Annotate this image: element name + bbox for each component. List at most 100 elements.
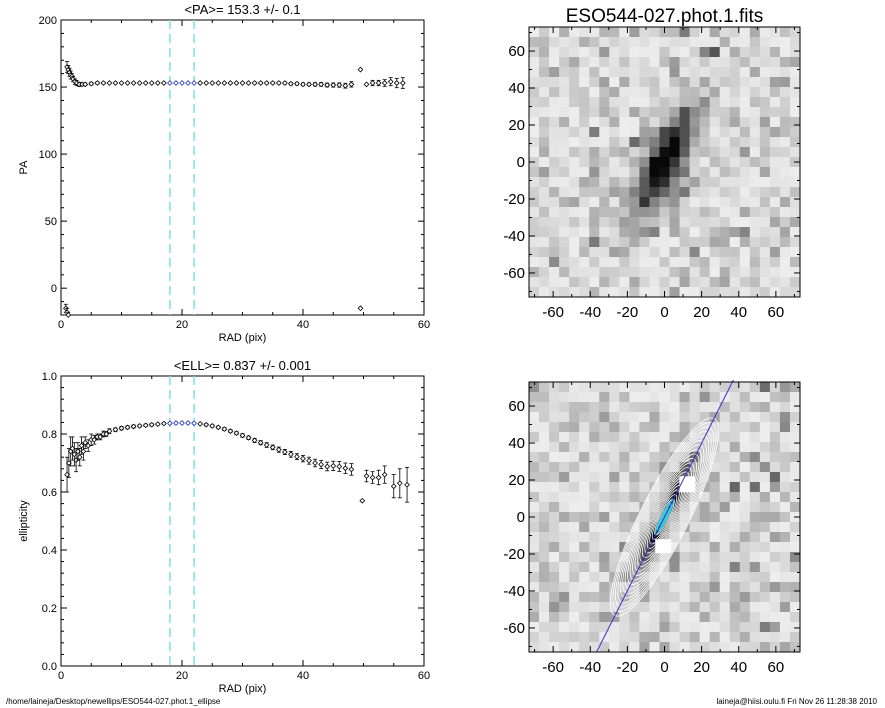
image-y-tick-label: 20 — [508, 472, 525, 489]
ell-y-tick-label: 0.2 — [42, 603, 57, 615]
ell-data-point — [103, 431, 110, 437]
ell-data-point — [404, 481, 410, 488]
pa-data-point — [160, 80, 167, 86]
ell-y-tick-label: 0.6 — [42, 487, 57, 499]
pa-data-point — [191, 80, 197, 86]
pa-data-point — [112, 80, 119, 86]
pa-data-point — [357, 66, 364, 73]
pa-y-tick-label: 50 — [45, 216, 57, 228]
ell-axes-frame — [60, 375, 425, 667]
image-x-tick-label: 20 — [693, 659, 710, 676]
pa-data-point — [124, 80, 131, 86]
ell-data-point — [71, 451, 78, 458]
ell-y-axis-label: ellipticity — [18, 500, 30, 542]
pa-data-point — [82, 81, 89, 88]
ell-data-point — [306, 457, 312, 464]
ell-data-point — [233, 430, 240, 436]
image-x-tick-label: 60 — [768, 304, 785, 321]
ell-data-point — [330, 463, 337, 469]
pa-data-point — [300, 81, 306, 88]
ell-data-point — [294, 453, 300, 460]
image-x-tick-label: -20 — [617, 659, 639, 676]
pa-data-point — [294, 80, 300, 87]
pa-data-point — [154, 80, 161, 86]
ell-data-point — [281, 449, 288, 455]
ell-x-tick-label: 40 — [297, 670, 309, 682]
ell-title: <ELL>= 0.837 +/- 0.001 — [174, 358, 311, 373]
ell-data-point — [75, 448, 81, 455]
image-y-tick-label: -40 — [503, 583, 525, 600]
ell-data-point — [245, 434, 252, 441]
image-y-tick-label: -20 — [503, 546, 525, 563]
ell-data-point — [173, 420, 179, 426]
image-y-tick-label: 60 — [508, 398, 525, 415]
image-x-tick-label: -40 — [579, 304, 601, 321]
ell-data-point — [239, 432, 246, 439]
pa-data-point — [185, 80, 191, 86]
pa-data-point — [245, 80, 252, 86]
image-y-tick-label: -60 — [503, 620, 525, 637]
ell-y-tick-label: 0.0 — [42, 661, 57, 673]
pa-data-point — [306, 81, 312, 88]
ell-data-point — [185, 420, 191, 426]
image-y-tick-label: 20 — [508, 117, 525, 134]
ell-data-point — [82, 439, 89, 446]
pa-data-point — [281, 80, 288, 86]
image-x-tick-label: 40 — [730, 659, 747, 676]
pa-data-point — [118, 80, 125, 86]
pa-data-point — [269, 80, 276, 86]
ell-x-axis-label: RAD (pix) — [219, 683, 267, 695]
ell-data-point — [300, 455, 306, 462]
image-pixels — [529, 382, 801, 653]
pa-data-point — [363, 81, 370, 88]
pa-data-point — [239, 80, 246, 86]
pa-y-axis-label: PA — [18, 160, 30, 175]
image-y-tick-label: 0 — [517, 154, 525, 171]
pa-data-point — [233, 80, 240, 86]
pa-data-point — [94, 80, 101, 86]
pa-data-point — [130, 80, 137, 86]
position-angle-line — [596, 380, 734, 652]
pa-data-point — [221, 80, 228, 86]
ell-data-point — [209, 423, 216, 429]
pa-data-point — [318, 81, 325, 88]
ell-data-point — [130, 423, 137, 430]
ell-x-tick-label: 0 — [58, 670, 64, 682]
ell-data-point — [112, 426, 119, 433]
ell-data-point — [336, 463, 343, 470]
ell-data-point — [324, 463, 331, 470]
ell-data-point — [78, 442, 85, 449]
image-pixels — [529, 27, 801, 298]
pa-data-point — [100, 80, 107, 86]
ell-data-point — [342, 465, 349, 472]
pa-data-point — [179, 80, 185, 86]
image-x-tick-label: -60 — [542, 659, 564, 676]
ell-x-tick-label: 60 — [418, 670, 430, 682]
pa-data-point — [173, 80, 179, 86]
pa-x-tick-label: 40 — [297, 319, 309, 331]
pa-data-point — [357, 305, 364, 312]
ell-data-point — [64, 471, 70, 478]
ell-data-point — [369, 474, 376, 481]
pa-data-point — [288, 80, 294, 87]
pa-y-tick-label: 200 — [39, 15, 57, 27]
ell-data-point — [148, 421, 155, 428]
pa-data-point — [257, 80, 264, 86]
image-x-tick-label: -20 — [617, 304, 639, 321]
pa-data-point — [324, 82, 331, 88]
pa-data-point — [336, 82, 343, 88]
image-x-tick-label: 20 — [693, 304, 710, 321]
ellipticity-profile-plot: 0 20 40 60 0.0 0.2 0.4 0.6 0.8 1.0 <ELL>= 0.837 +/… — [18, 358, 430, 695]
ell-data-point — [251, 437, 258, 444]
pa-profile-plot: 0 20 40 60 0 50 100 150 200 <PA>= 153.3 +/- 0.1 RA… — [18, 2, 430, 344]
ell-data-point — [76, 454, 83, 461]
pa-data-point — [251, 80, 258, 86]
ell-y-tick-label: 0.8 — [42, 429, 57, 441]
image-y-tick-label: 40 — [508, 80, 525, 97]
ell-data-point — [179, 420, 185, 426]
pa-data-point — [375, 80, 382, 86]
pa-data-point — [106, 80, 113, 86]
pa-data-point — [142, 80, 149, 86]
pa-data-point — [136, 80, 143, 86]
